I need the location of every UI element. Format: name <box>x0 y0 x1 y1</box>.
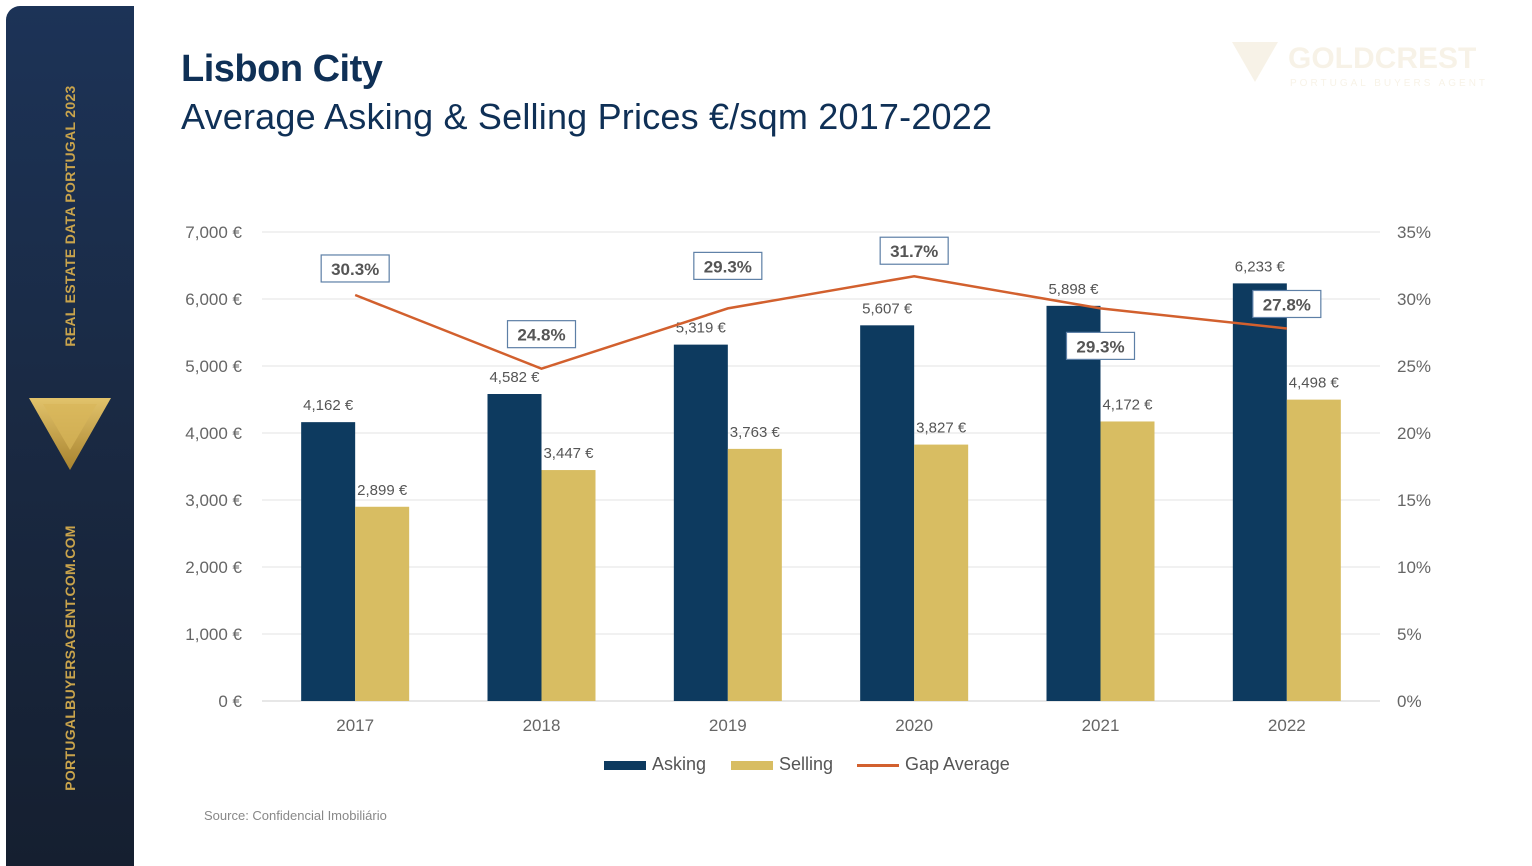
y2-tick-label: 35% <box>1397 223 1431 242</box>
selling-bar <box>914 444 969 701</box>
x-tick-label: 2017 <box>336 716 374 735</box>
watermark-tagline: PORTUGAL BUYERS AGENT <box>1290 78 1489 89</box>
selling-value-label: 2,899 € <box>357 482 408 499</box>
legend-asking-label: Asking <box>652 754 707 774</box>
watermark-logo-icon <box>1232 42 1278 82</box>
goldcrest-watermark: GOLDCREST PORTUGAL BUYERS AGENT <box>1232 42 1485 89</box>
gap-label-box <box>320 254 390 283</box>
asking-bar <box>487 394 542 701</box>
selling-bar <box>1100 421 1155 701</box>
x-tick-label: 2021 <box>1082 716 1120 735</box>
legend-selling: Selling <box>731 754 833 775</box>
asking-bar <box>673 344 728 701</box>
y2-tick-label: 15% <box>1397 491 1431 510</box>
legend-gap-swatch <box>857 763 899 767</box>
y2-tick-label: 25% <box>1397 357 1431 376</box>
gap-value-label: 31.7% <box>890 242 938 261</box>
gap-value-label: 29.3% <box>704 257 752 276</box>
x-tick-label: 2020 <box>895 716 933 735</box>
selling-value-label: 3,763 € <box>730 424 781 441</box>
asking-bar <box>1046 305 1101 701</box>
asking-bar <box>860 325 915 701</box>
selling-value-label: 3,827 € <box>916 420 967 437</box>
legend-asking: Asking <box>604 754 706 775</box>
y2-tick-label: 30% <box>1397 290 1431 309</box>
asking-value-label: 4,162 € <box>303 397 354 414</box>
y-tick-label: 7,000 € <box>185 223 242 242</box>
source-note: Source: Confidencial Imobiliário <box>204 808 387 823</box>
y-tick-label: 4,000 € <box>185 424 242 443</box>
asking-value-label: 6,233 € <box>1235 258 1286 275</box>
gap-label-box <box>1065 331 1136 360</box>
asking-value-label: 5,319 € <box>676 320 727 337</box>
legend-asking-swatch <box>604 760 646 770</box>
x-tick-label: 2022 <box>1268 716 1306 735</box>
sidebar-banner: REAL ESTATE DATA PORTUGAL 2023 PORTUGALB… <box>6 6 134 866</box>
y2-tick-label: 5% <box>1397 625 1422 644</box>
gap-value-label: 27.8% <box>1263 295 1311 314</box>
x-tick-label: 2019 <box>709 716 747 735</box>
asking-value-label: 5,607 € <box>862 300 913 317</box>
asking-bar <box>1232 283 1287 701</box>
gap-value-label: 24.8% <box>517 326 565 345</box>
triangle-logo-icon <box>29 398 111 470</box>
gap-value-label: 29.3% <box>1076 337 1124 356</box>
gap-label-box <box>506 320 577 349</box>
legend-selling-label: Selling <box>779 754 834 774</box>
gap-average-line <box>354 274 1287 371</box>
gap-label-box <box>879 236 949 265</box>
y-tick-label: 0 € <box>218 692 242 711</box>
page-title: Lisbon City <box>181 48 383 90</box>
selling-bar <box>727 448 782 701</box>
gap-value-label: 30.3% <box>331 260 379 279</box>
selling-value-label: 4,172 € <box>1102 396 1153 413</box>
selling-bar <box>355 506 410 701</box>
legend-gap-label: Gap Average <box>905 754 1010 774</box>
selling-bar <box>541 470 596 701</box>
y-tick-label: 3,000 € <box>185 491 242 510</box>
watermark-name: GOLDCREST <box>1288 42 1477 75</box>
x-tick-label: 2018 <box>523 716 561 735</box>
y-tick-label: 2,000 € <box>185 558 242 577</box>
asking-value-label: 5,898 € <box>1048 281 1099 298</box>
y-tick-label: 1,000 € <box>185 625 242 644</box>
page-subtitle: Average Asking & Selling Prices €/sqm 20… <box>181 96 993 137</box>
y2-tick-label: 20% <box>1397 424 1431 443</box>
asking-bar <box>301 422 356 701</box>
selling-value-label: 3,447 € <box>543 445 594 462</box>
y2-tick-label: 10% <box>1397 558 1431 577</box>
legend-selling-swatch <box>731 760 773 770</box>
y2-tick-label: 0% <box>1397 692 1422 711</box>
legend-gap: Gap Average <box>857 754 1010 775</box>
selling-bar <box>1286 399 1341 701</box>
asking-value-label: 4,582 € <box>489 369 540 386</box>
gap-label-box <box>693 251 763 280</box>
gap-label-box <box>1252 289 1322 319</box>
selling-value-label: 4,498 € <box>1289 375 1340 392</box>
y-tick-label: 6,000 € <box>185 290 242 309</box>
y-tick-label: 5,000 € <box>185 357 242 376</box>
